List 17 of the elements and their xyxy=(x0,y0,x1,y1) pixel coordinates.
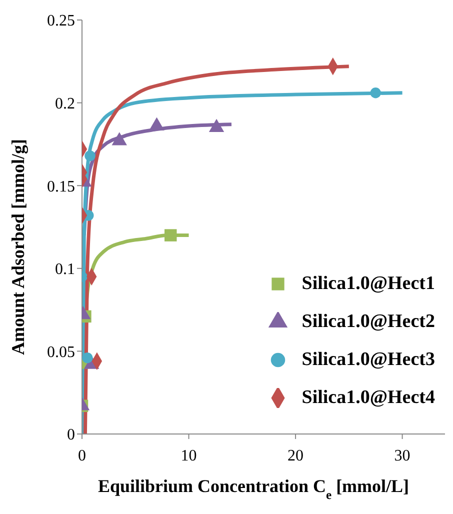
x-tick-label: 10 xyxy=(180,447,197,464)
y-tick-label: 0.25 xyxy=(47,12,75,30)
y-tick-label: 0.05 xyxy=(47,344,75,361)
x-tick-label: 30 xyxy=(394,447,410,464)
y-tick-label: 0.2 xyxy=(55,95,75,112)
y-axis-title: Amount Adsorbed [mmol/g] xyxy=(8,138,28,356)
x-tick-label: 0 xyxy=(78,447,86,464)
point xyxy=(370,88,381,98)
legend-label: Silica1.0@Hect3 xyxy=(302,349,435,371)
legend-label: Silica1.0@Hect4 xyxy=(302,387,435,409)
y-tick-label: 0.1 xyxy=(55,261,75,278)
y-tick-label: 0.15 xyxy=(47,178,75,196)
legend-label: Silica1.0@Hect2 xyxy=(302,311,435,333)
y-tick-label: 0 xyxy=(67,426,75,444)
x-tick-label: 20 xyxy=(288,447,304,464)
x-axis-title: Equilibrium Concentration C$_{e}$ [mmol/L] xyxy=(98,476,410,502)
legend-label: Silica1.0@Hect1 xyxy=(302,273,435,295)
